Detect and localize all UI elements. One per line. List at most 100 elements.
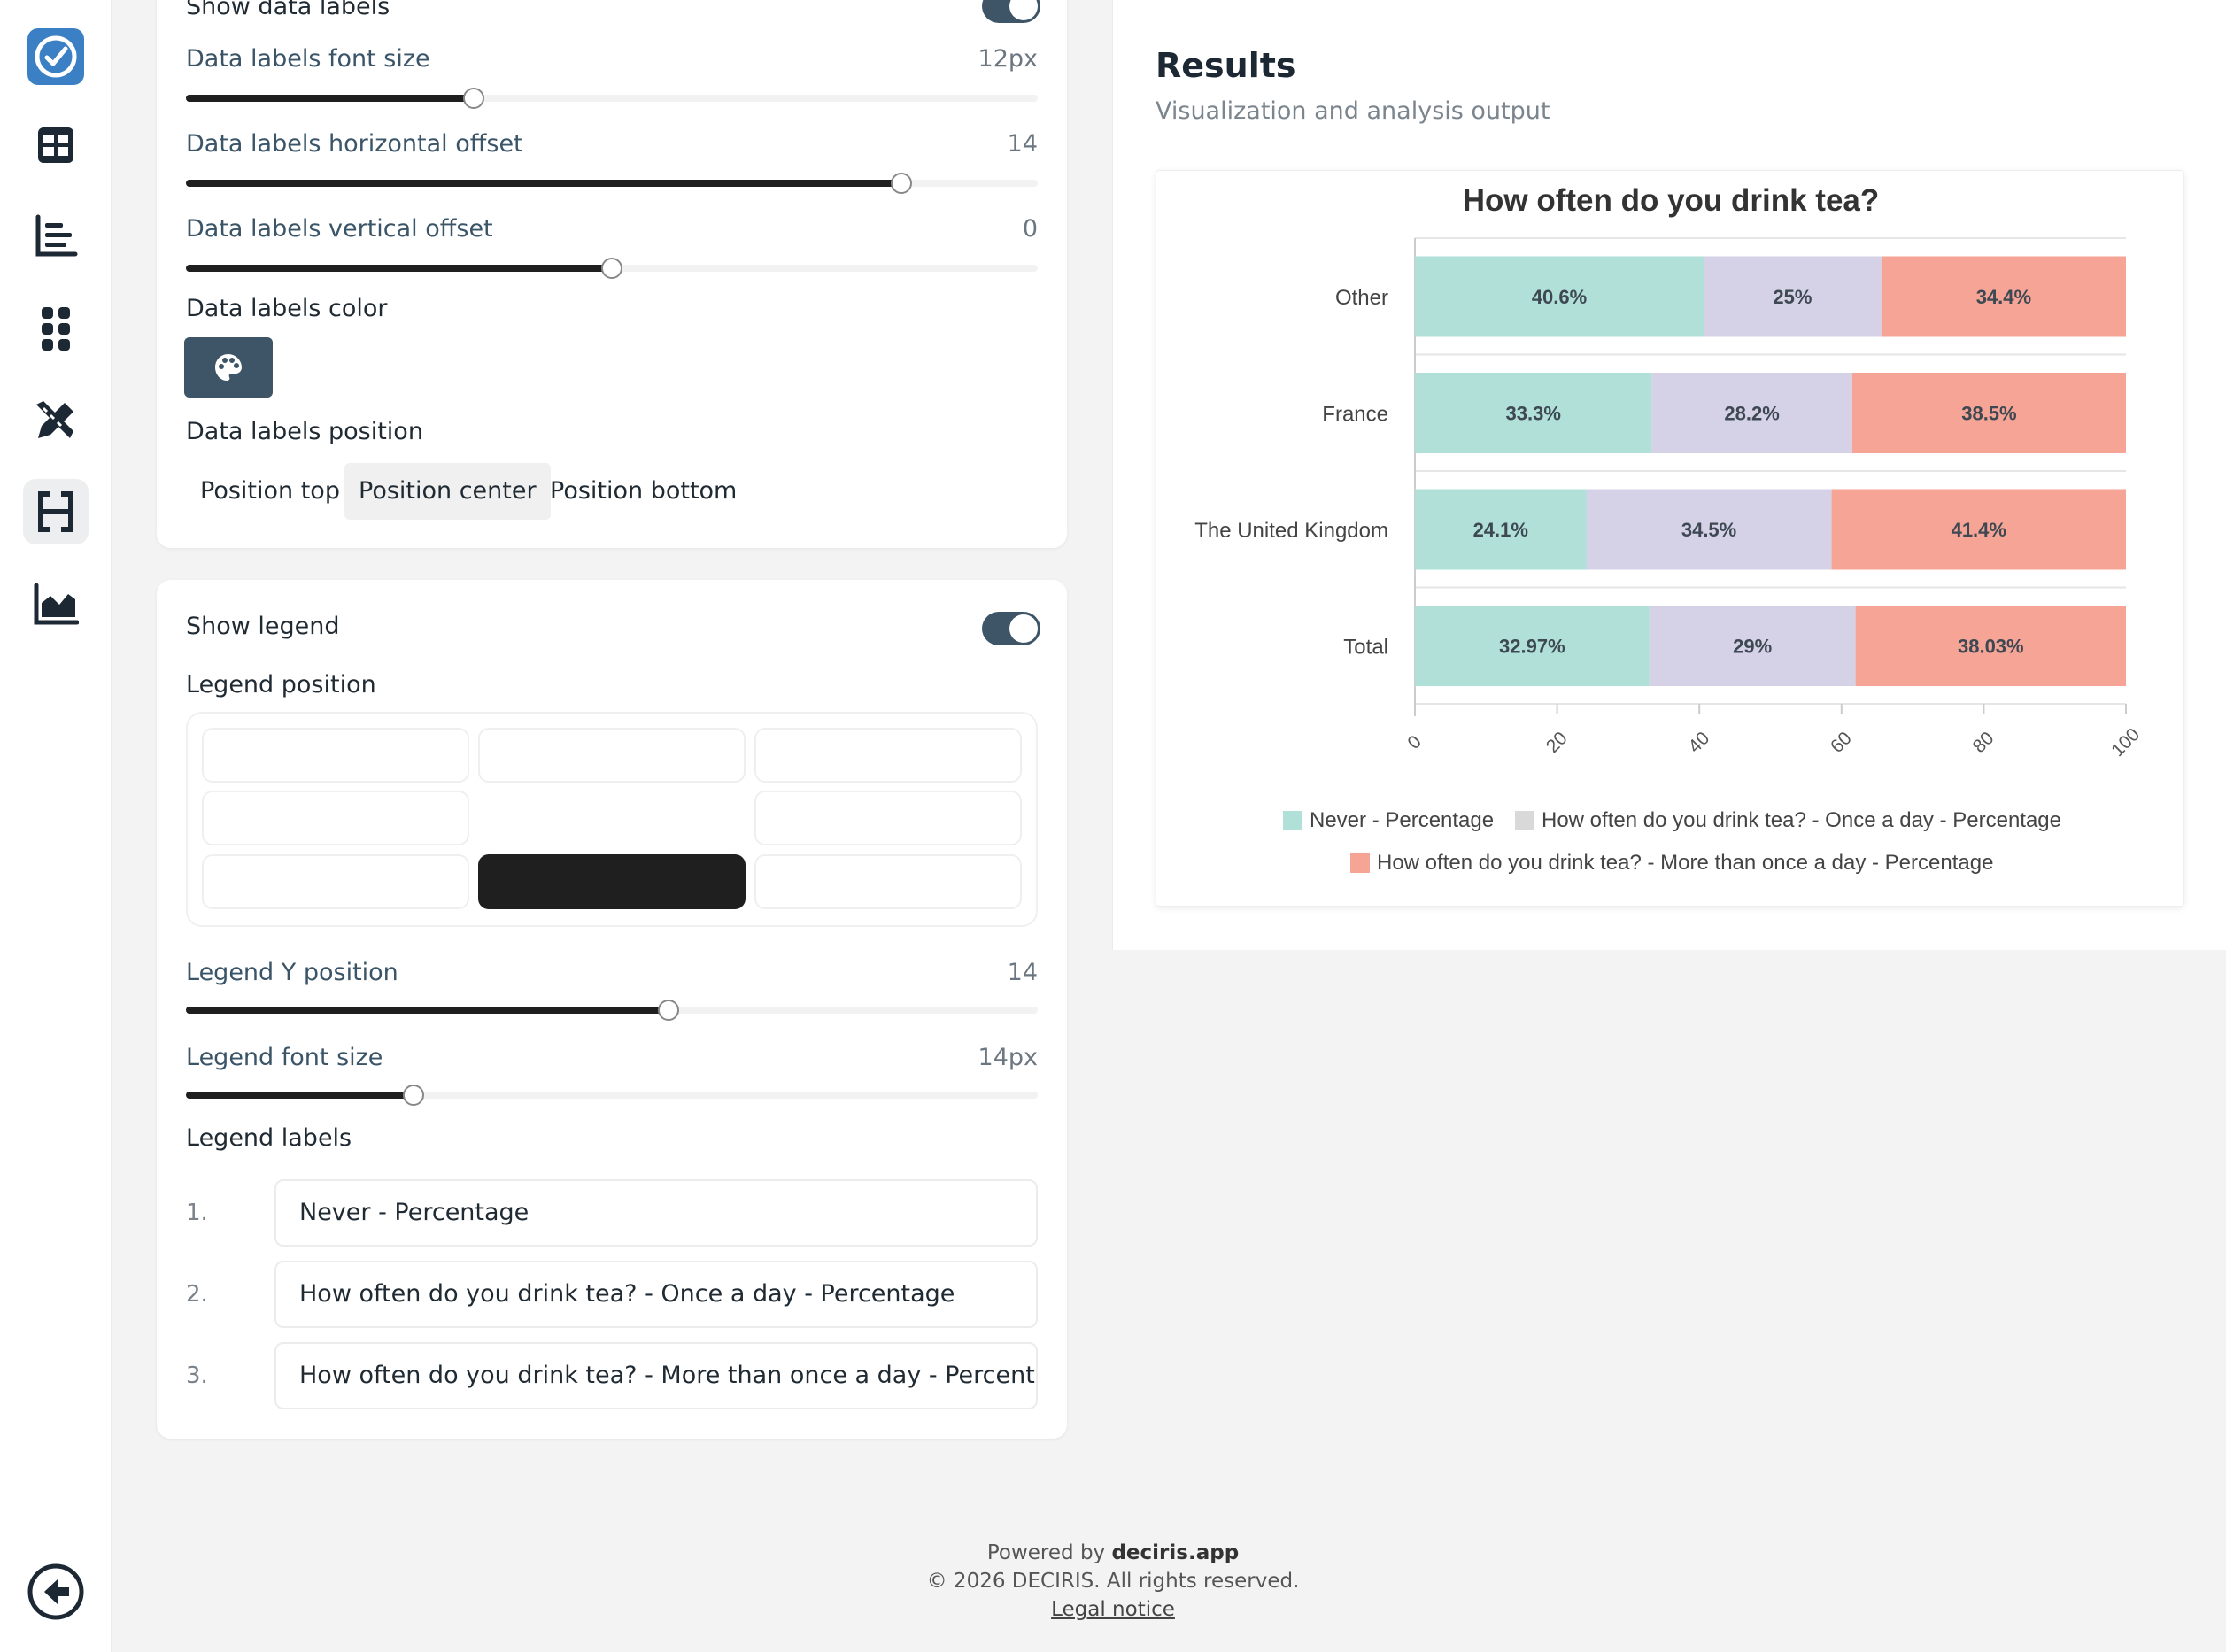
bar-segment xyxy=(1704,256,1882,337)
footer: Powered by deciris.app © 2026 DECIRIS. A… xyxy=(112,1539,2114,1624)
show-legend-label: Show legend xyxy=(186,613,340,640)
data-labels-font-size-slider[interactable] xyxy=(186,88,1038,109)
chart-card: How often do you drink tea? Other 40.6% 25%… xyxy=(1156,170,2184,907)
area-chart-icon[interactable] xyxy=(23,572,89,637)
legend-item-label: Never - Percentage xyxy=(1310,808,1494,832)
category-label: Total xyxy=(1343,636,1388,660)
legend-pos-bottom-left[interactable] xyxy=(202,854,469,909)
bar-segment xyxy=(1415,606,1650,686)
sidebar xyxy=(0,0,112,1652)
x-tick-label: 40 xyxy=(1684,728,1713,757)
slider-thumb[interactable] xyxy=(403,1085,424,1106)
bar-segment xyxy=(1415,373,1652,453)
data-labels-position-label: Data labels position xyxy=(186,418,423,445)
bar-chart-icon[interactable] xyxy=(23,204,89,269)
legend-position-grid xyxy=(186,712,1038,927)
slider-thumb[interactable] xyxy=(891,173,912,194)
data-label: 40.6% xyxy=(1532,286,1587,308)
bar-segment xyxy=(1851,373,2126,453)
legend-item-label: How often do you drink tea? - Once a day… xyxy=(1542,808,2061,832)
results-title: Results xyxy=(1156,46,1296,85)
x-tick-label: 20 xyxy=(1542,728,1572,757)
data-label: 34.4% xyxy=(1976,286,2031,308)
legend-y-position-value: 14 xyxy=(1007,959,1038,986)
data-label: 34.5% xyxy=(1681,519,1736,541)
data-labels-horizontal-offset-slider[interactable] xyxy=(186,173,1038,194)
show-data-labels-toggle[interactable] xyxy=(982,0,1040,23)
table-icon[interactable] xyxy=(23,112,89,178)
legend-labels-title: Legend labels xyxy=(186,1124,352,1152)
legend-swatch xyxy=(1350,853,1370,873)
bar-segment xyxy=(1855,606,2126,686)
legend-pos-bottom-center[interactable] xyxy=(478,854,746,909)
legend-pos-top-right[interactable] xyxy=(754,728,1022,783)
legend-pos-middle-left[interactable] xyxy=(202,791,469,845)
position-top-option[interactable]: Position top xyxy=(200,477,340,505)
bar-segment xyxy=(1831,489,2126,570)
pencil-ruler-icon[interactable] xyxy=(23,388,89,453)
data-label: 28.2% xyxy=(1724,403,1779,425)
palette-icon xyxy=(215,354,242,381)
data-label: 29% xyxy=(1733,636,1772,658)
x-tick-label: 0 xyxy=(1403,731,1426,753)
heading-icon[interactable] xyxy=(23,479,89,544)
legend-font-size-label: Legend font size xyxy=(186,1044,383,1071)
x-tick-label: 80 xyxy=(1969,728,1998,757)
slider-thumb[interactable] xyxy=(463,88,484,109)
category-label: Other xyxy=(1335,286,1388,310)
decision-logo-icon[interactable] xyxy=(23,24,89,89)
grid-dots-icon[interactable] xyxy=(23,297,89,362)
bar-segment xyxy=(1881,256,2126,337)
legal-notice-link[interactable]: Legal notice xyxy=(1051,1598,1175,1621)
data-label: 32.97% xyxy=(1499,636,1565,658)
stacked-bar-chart: How often do you drink tea? Other 40.6% 25%… xyxy=(1194,183,2144,875)
copyright: © 2026 DECIRIS. All rights reserved. xyxy=(926,1570,1300,1593)
legend-item-label: How often do you drink tea? - More than … xyxy=(1377,851,1993,875)
data-labels-vertical-offset-label: Data labels vertical offset xyxy=(186,215,493,243)
legend-label-number: 1. xyxy=(186,1200,208,1226)
legend-label-input-3[interactable]: How often do you drink tea? - More than … xyxy=(274,1342,1038,1409)
legend-pos-top-left[interactable] xyxy=(202,728,469,783)
show-legend-toggle[interactable] xyxy=(982,612,1040,645)
results-subtitle: Visualization and analysis output xyxy=(1156,97,1550,125)
position-bottom-option[interactable]: Position bottom xyxy=(550,477,738,505)
legend-y-position-slider[interactable] xyxy=(186,1000,1038,1021)
powered-by-brand[interactable]: deciris.app xyxy=(1111,1541,1240,1564)
data-labels-font-size-label: Data labels font size xyxy=(186,45,430,73)
position-center-option[interactable]: Position center xyxy=(344,463,551,520)
data-label: 38.03% xyxy=(1958,636,2024,658)
legend-pos-middle-right[interactable] xyxy=(754,791,1022,845)
data-label: 41.4% xyxy=(1952,519,2006,541)
legend-pos-bottom-right[interactable] xyxy=(754,854,1022,909)
bar-segment xyxy=(1415,256,1704,337)
legend-font-size-slider[interactable] xyxy=(186,1085,1038,1106)
legend-label-number: 3. xyxy=(186,1363,208,1389)
slider-thumb[interactable] xyxy=(601,258,622,279)
slider-thumb[interactable] xyxy=(658,1000,679,1021)
bar-segment xyxy=(1586,489,1832,570)
data-label: 38.5% xyxy=(1961,403,2016,425)
data-labels-vertical-offset-slider[interactable] xyxy=(186,258,1038,279)
data-labels-panel: Show data labels Data labels font size 1… xyxy=(157,0,1067,548)
legend-panel: Show legend Legend position Legend Y pos… xyxy=(157,580,1067,1439)
legend-font-size-value: 14px xyxy=(978,1044,1038,1071)
data-labels-horizontal-offset-label: Data labels horizontal offset xyxy=(186,130,523,158)
legend-label-input-1[interactable]: Never - Percentage xyxy=(274,1179,1038,1247)
data-labels-font-size-value: 12px xyxy=(978,45,1038,73)
show-data-labels-label: Show data labels xyxy=(186,0,390,20)
color-picker-button[interactable] xyxy=(184,337,273,398)
category-label: The United Kingdom xyxy=(1194,519,1388,543)
legend-y-position-label: Legend Y position xyxy=(186,959,398,986)
data-label: 24.1% xyxy=(1473,519,1528,541)
data-label: 25% xyxy=(1773,286,1812,308)
legend-pos-top-center[interactable] xyxy=(478,728,746,783)
data-labels-color-label: Data labels color xyxy=(186,295,388,322)
data-label: 33.3% xyxy=(1506,403,1561,425)
data-labels-horizontal-offset-value: 14 xyxy=(1007,130,1038,158)
powered-by-prefix: Powered by xyxy=(986,1541,1112,1564)
legend-label-input-2[interactable]: How often do you drink tea? - Once a day… xyxy=(274,1261,1038,1328)
legend-label-number: 2. xyxy=(186,1281,208,1308)
bar-segment xyxy=(1649,606,1856,686)
powered-by: Powered by deciris.app xyxy=(112,1539,2114,1567)
back-arrow-icon[interactable] xyxy=(23,1559,89,1625)
